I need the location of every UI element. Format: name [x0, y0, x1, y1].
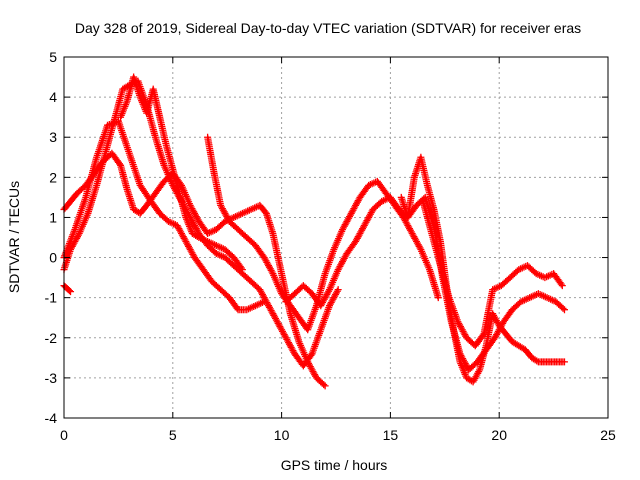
y-tick-label: -1	[45, 290, 58, 306]
data-point	[559, 304, 567, 312]
data-point	[334, 286, 342, 294]
y-tick-label: -4	[45, 410, 58, 426]
series-track-b	[60, 77, 342, 370]
data-point	[333, 287, 341, 295]
data-point	[237, 264, 245, 272]
data-point	[434, 294, 442, 302]
series-track-i	[60, 282, 75, 296]
data-point	[65, 287, 73, 295]
data-point	[560, 306, 568, 314]
x-tick-label: 0	[60, 427, 68, 443]
data-point	[479, 331, 487, 339]
data-point	[416, 244, 424, 252]
data-point	[560, 358, 568, 366]
y-tick-label: -2	[45, 330, 58, 346]
data-point	[238, 266, 246, 274]
data-point	[268, 268, 276, 276]
x-tick-label: 10	[274, 427, 290, 443]
series-track-g	[397, 153, 568, 386]
data-point	[321, 382, 329, 390]
axis-ticks	[63, 56, 609, 419]
series-track-h	[419, 197, 566, 350]
data-points	[60, 73, 568, 390]
series-track-e	[204, 133, 442, 334]
data-point	[260, 298, 268, 306]
chart-title: Day 328 of 2019, Sidereal Day-to-day VTE…	[75, 20, 581, 36]
data-point	[320, 381, 328, 389]
x-tick-label: 25	[600, 427, 616, 443]
axis-tick-labels: 0 5 10 15 20 25 -4 -3 -2 -1 0 1 2 3 4 5	[45, 49, 616, 443]
x-tick-label: 15	[383, 427, 399, 443]
data-point	[557, 280, 565, 288]
data-point	[261, 208, 269, 216]
series-track-c	[60, 117, 268, 314]
data-point	[115, 160, 123, 168]
data-point	[67, 288, 75, 296]
y-tick-label: 1	[49, 209, 57, 225]
y-tick-label: 2	[49, 169, 57, 185]
y-tick-label: 4	[49, 89, 57, 105]
x-tick-label: 5	[169, 427, 177, 443]
x-axis-label: GPS time / hours	[281, 457, 388, 473]
y-tick-label: 0	[49, 250, 57, 266]
y-tick-label: -3	[45, 370, 58, 386]
data-point	[325, 287, 333, 295]
series-track-d	[117, 73, 246, 274]
data-point	[558, 282, 566, 290]
y-tick-label: 3	[49, 129, 57, 145]
y-axis-label: SDTVAR / TECUs	[6, 181, 22, 293]
data-point	[533, 357, 541, 365]
x-tick-label: 20	[491, 427, 507, 443]
plot-frame	[63, 56, 609, 419]
y-tick-label: 5	[49, 49, 57, 65]
series-track-a	[60, 149, 329, 390]
